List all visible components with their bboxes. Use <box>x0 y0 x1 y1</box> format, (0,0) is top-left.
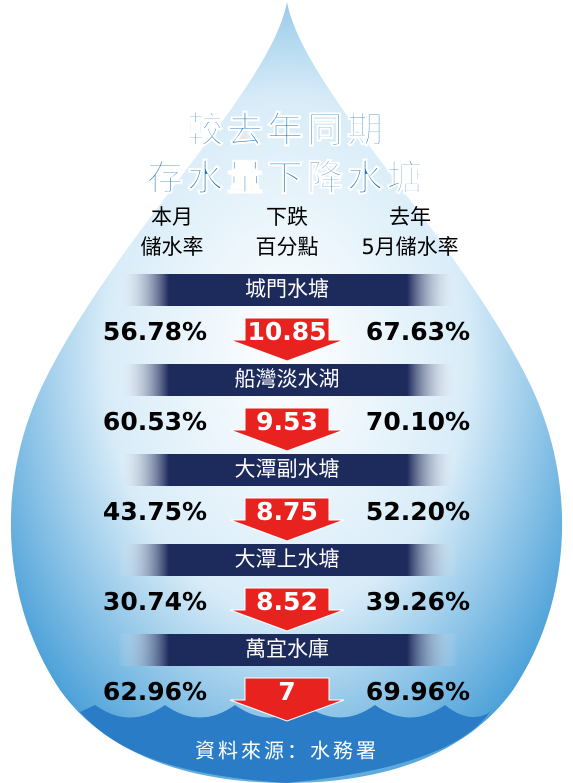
column-header: 本月 <box>151 205 193 229</box>
last-year-value: 39.26% <box>366 587 470 616</box>
reservoir-band <box>118 364 458 396</box>
current-value: 43.75% <box>103 497 207 526</box>
title: 較去年同期 <box>187 110 387 151</box>
reservoir-name: 萬宜水庫 <box>245 637 329 661</box>
drop-value: 7 <box>278 677 295 706</box>
current-value: 30.74% <box>103 587 207 616</box>
reservoir-band <box>118 634 458 666</box>
drop-value: 9.53 <box>256 407 318 436</box>
column-header: 百分點 <box>256 235 319 259</box>
last-year-value: 67.63% <box>366 317 470 346</box>
column-header: 儲水率 <box>141 235 204 259</box>
reservoir-band <box>118 274 458 306</box>
reservoir-band <box>118 544 458 576</box>
last-year-value: 69.96% <box>366 677 470 706</box>
drop-value: 8.52 <box>256 587 318 616</box>
current-value: 62.96% <box>103 677 207 706</box>
drop-arrow <box>229 317 345 362</box>
column-header: 去年 <box>389 205 431 229</box>
reservoir-name: 船灣淡水湖 <box>235 367 340 391</box>
column-header: 下跌 <box>266 205 308 229</box>
drop-arrow <box>229 587 345 632</box>
last-year-value: 70.10% <box>366 407 470 436</box>
reservoir-name: 城門水塘 <box>245 277 329 301</box>
drop-arrow <box>229 497 345 542</box>
reservoir-name: 大潭副水塘 <box>235 457 340 481</box>
drop-value: 8.75 <box>256 497 318 526</box>
source: 資料來源：水務署 <box>195 739 379 763</box>
column-header: 5月儲水率 <box>361 235 458 259</box>
current-value: 60.53% <box>103 407 207 436</box>
drop-value: 10.85 <box>247 317 326 346</box>
title: 存水量下降水塘 <box>147 158 427 199</box>
drop-arrow <box>229 407 345 452</box>
drop-arrow <box>229 677 345 722</box>
current-value: 56.78% <box>103 317 207 346</box>
reservoir-name: 大潭上水塘 <box>235 547 340 571</box>
last-year-value: 52.20% <box>366 497 470 526</box>
reservoir-band <box>118 454 458 486</box>
wave-band <box>80 705 490 783</box>
